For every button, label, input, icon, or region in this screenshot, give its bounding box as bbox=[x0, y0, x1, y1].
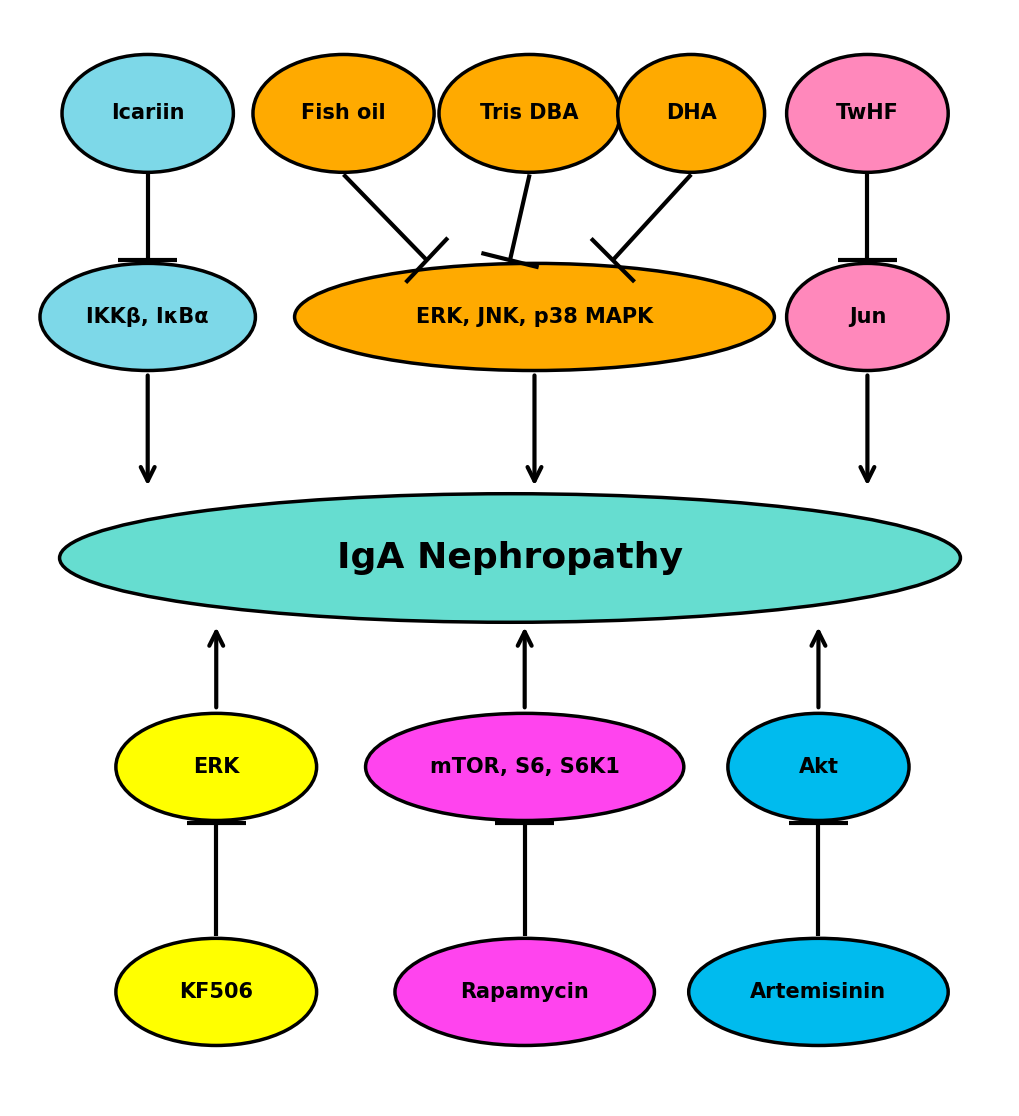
Ellipse shape bbox=[394, 939, 654, 1046]
Ellipse shape bbox=[786, 263, 948, 371]
Text: ERK, JNK, p38 MAPK: ERK, JNK, p38 MAPK bbox=[416, 307, 652, 327]
Text: KF506: KF506 bbox=[179, 982, 253, 1002]
Text: DHA: DHA bbox=[665, 104, 715, 124]
Text: Rapamycin: Rapamycin bbox=[460, 982, 589, 1002]
Text: Icariin: Icariin bbox=[111, 104, 184, 124]
Ellipse shape bbox=[253, 55, 434, 172]
Ellipse shape bbox=[438, 55, 620, 172]
Text: Artemisinin: Artemisinin bbox=[750, 982, 886, 1002]
Ellipse shape bbox=[62, 55, 233, 172]
Text: TwHF: TwHF bbox=[836, 104, 898, 124]
Ellipse shape bbox=[728, 713, 908, 820]
Ellipse shape bbox=[40, 263, 255, 371]
Ellipse shape bbox=[59, 493, 960, 623]
Ellipse shape bbox=[786, 55, 948, 172]
Text: Akt: Akt bbox=[798, 757, 838, 777]
Ellipse shape bbox=[365, 713, 683, 820]
Text: IKKβ, IκBα: IKKβ, IκBα bbox=[87, 307, 209, 327]
Ellipse shape bbox=[688, 939, 948, 1046]
Ellipse shape bbox=[294, 263, 773, 371]
Ellipse shape bbox=[116, 713, 316, 820]
Text: Jun: Jun bbox=[848, 307, 886, 327]
Text: mTOR, S6, S6K1: mTOR, S6, S6K1 bbox=[429, 757, 619, 777]
Text: ERK: ERK bbox=[193, 757, 239, 777]
Text: Tris DBA: Tris DBA bbox=[480, 104, 578, 124]
Text: Fish oil: Fish oil bbox=[301, 104, 385, 124]
Ellipse shape bbox=[618, 55, 764, 172]
Text: IgA Nephropathy: IgA Nephropathy bbox=[336, 541, 683, 575]
Ellipse shape bbox=[116, 939, 316, 1046]
